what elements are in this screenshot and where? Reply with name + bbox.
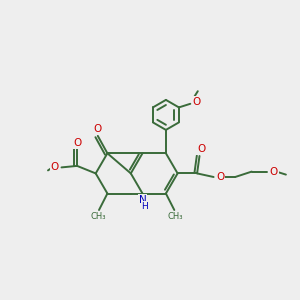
- Text: O: O: [73, 138, 81, 148]
- Text: CH₃: CH₃: [91, 212, 106, 221]
- Text: O: O: [193, 97, 201, 107]
- Text: O: O: [51, 162, 59, 172]
- Text: O: O: [93, 124, 101, 134]
- Text: CH₃: CH₃: [167, 212, 183, 221]
- Text: O: O: [197, 144, 206, 154]
- Text: O: O: [216, 172, 224, 182]
- Text: H: H: [141, 202, 148, 211]
- Text: N: N: [139, 195, 146, 205]
- Text: O: O: [270, 167, 278, 177]
